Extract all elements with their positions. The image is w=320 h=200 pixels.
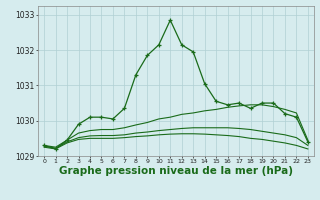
X-axis label: Graphe pression niveau de la mer (hPa): Graphe pression niveau de la mer (hPa)	[59, 166, 293, 176]
